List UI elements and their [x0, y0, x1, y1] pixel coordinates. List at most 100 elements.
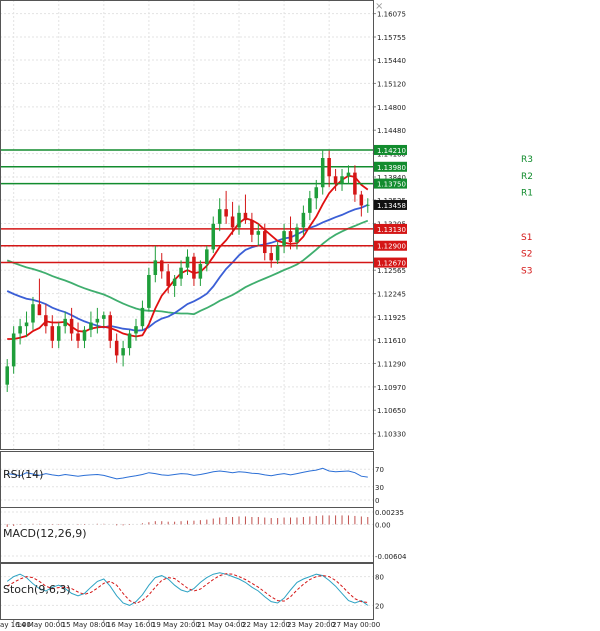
- candle-body: [114, 340, 119, 356]
- macd-axis: 0.00235 0.00 -0.00604: [375, 509, 407, 561]
- candle-body: [179, 267, 183, 279]
- stoch-axis: 80 20: [375, 574, 384, 611]
- close-icon[interactable]: ×: [375, 1, 383, 12]
- candle-body: [95, 318, 100, 323]
- level-name-r3: R3: [521, 155, 533, 165]
- price-tick-label: 1.16075: [377, 11, 406, 19]
- candle-body: [217, 209, 222, 224]
- pivot-level-tags: 1.14210 1.13980 1.13750 1.13130 1.12900 1.126…: [374, 144, 407, 268]
- candle-body: [134, 326, 138, 334]
- candle-body: [63, 318, 67, 327]
- candle-body: [56, 326, 61, 341]
- candle-body: [320, 158, 325, 188]
- time-label: 27 May 00:00: [332, 621, 380, 629]
- stoch-title: Stoch(9,6,3): [3, 583, 71, 596]
- candle-body: [102, 315, 106, 319]
- candle-body: [24, 322, 29, 327]
- price-tick-label: 1.15440: [377, 57, 406, 65]
- price-tick-label: 1.10650: [377, 407, 406, 415]
- candle-body: [282, 231, 286, 246]
- candle-body: [243, 212, 248, 221]
- level-tag-label-s2: 1.12900: [377, 243, 406, 251]
- stoch-tick-label: 20: [375, 602, 384, 610]
- current-price-box: [374, 199, 407, 210]
- level-tag-r2: [374, 161, 407, 172]
- candle-body: [147, 274, 151, 308]
- rsi-lines: [7, 467, 368, 480]
- time-label: 23 May 20:00: [287, 621, 335, 629]
- macd-pane: 0.00235 0.00 -0.00604 MACD(12,26,9): [0, 509, 407, 561]
- candle-body: [31, 304, 35, 323]
- time-label-partial: May 16:00: [0, 621, 31, 629]
- level-tag-s1: [374, 223, 407, 234]
- candle-body: [11, 333, 16, 367]
- level-tag-label-r2: 1.13980: [377, 164, 406, 172]
- candle-body: [366, 204, 370, 206]
- candle-body: [172, 278, 177, 286]
- candle-body: [166, 271, 170, 286]
- macd-tick-label: 0.00235: [375, 509, 404, 517]
- time-label: 14 May 00:00: [17, 621, 65, 629]
- level-name-s2: S2: [521, 250, 532, 260]
- candle-body: [346, 172, 351, 177]
- candle-body: [340, 176, 344, 184]
- level-tag-s2: [374, 240, 407, 251]
- price-pane-background: [0, 0, 600, 450]
- candle-body: [89, 322, 93, 330]
- stoch-tick-label: 80: [375, 574, 384, 582]
- candle-body: [50, 326, 55, 341]
- stoch-lines: [6, 572, 369, 606]
- candle-body: [308, 198, 312, 213]
- price-pane: R3 R2 R1 S1 S2 S3 1.16075 1.15755 1.15440 1.1512…: [0, 0, 600, 450]
- ma-slow-line: [6, 219, 369, 316]
- price-tick-label: 1.12245: [377, 291, 406, 299]
- level-tag-s3: [374, 257, 407, 268]
- level-tag-r1: [374, 178, 407, 189]
- level-tag-label-s3: 1.12670: [377, 260, 406, 268]
- candle-body: [359, 194, 364, 206]
- price-tick-label: 1.11610: [377, 337, 406, 345]
- candle-body: [211, 223, 216, 250]
- rsi-line: [7, 467, 368, 480]
- rsi-tick-label: 30: [375, 484, 384, 492]
- candle-body: [44, 315, 48, 327]
- rsi-pane: 70 30 0 RSI(14): [0, 466, 384, 505]
- candle-body: [269, 253, 273, 261]
- macd-title: MACD(12,26,9): [3, 527, 87, 540]
- price-tick-label: 1.10330: [377, 431, 406, 439]
- candle-body: [192, 256, 196, 279]
- level-name-r1: R1: [521, 189, 533, 199]
- candle-body: [333, 176, 338, 184]
- candle-body: [69, 318, 74, 334]
- candle-body: [262, 231, 267, 254]
- pane-frames: [0, 0, 374, 620]
- stoch-pane: 80 20 Stoch(9,6,3): [0, 572, 384, 611]
- candle-body: [314, 187, 319, 199]
- pane-frame: [0, 507, 374, 563]
- pane-frame: [0, 563, 374, 620]
- candle-body: [295, 227, 299, 243]
- candle-body: [37, 304, 42, 316]
- stoch-d-line: [6, 573, 368, 605]
- price-tick-label: 1.14480: [377, 127, 406, 135]
- pane-frame: [0, 0, 374, 450]
- time-label: 19 May 20:00: [152, 621, 200, 629]
- candle-body: [5, 366, 9, 385]
- time-label: 15 May 08:00: [62, 621, 110, 629]
- level-name-s3: S3: [521, 267, 532, 277]
- price-tick-label: 1.14800: [377, 104, 406, 112]
- candle-body: [275, 245, 280, 261]
- candle-body: [224, 209, 228, 217]
- price-tick-label: 1.15120: [377, 80, 406, 88]
- time-label: 21 May 04:00: [197, 621, 245, 629]
- level-name-r2: R2: [521, 172, 533, 182]
- rsi-tick-label: 0: [375, 497, 379, 505]
- level-tag-label-r1: 1.13750: [377, 181, 406, 189]
- price-tick-label: 1.10970: [377, 384, 406, 392]
- level-tag-r3: [374, 144, 407, 155]
- price-tick-label: 1.12565: [377, 267, 406, 275]
- level-tag-label-r3: 1.14210: [377, 147, 406, 155]
- candle-body: [140, 307, 145, 327]
